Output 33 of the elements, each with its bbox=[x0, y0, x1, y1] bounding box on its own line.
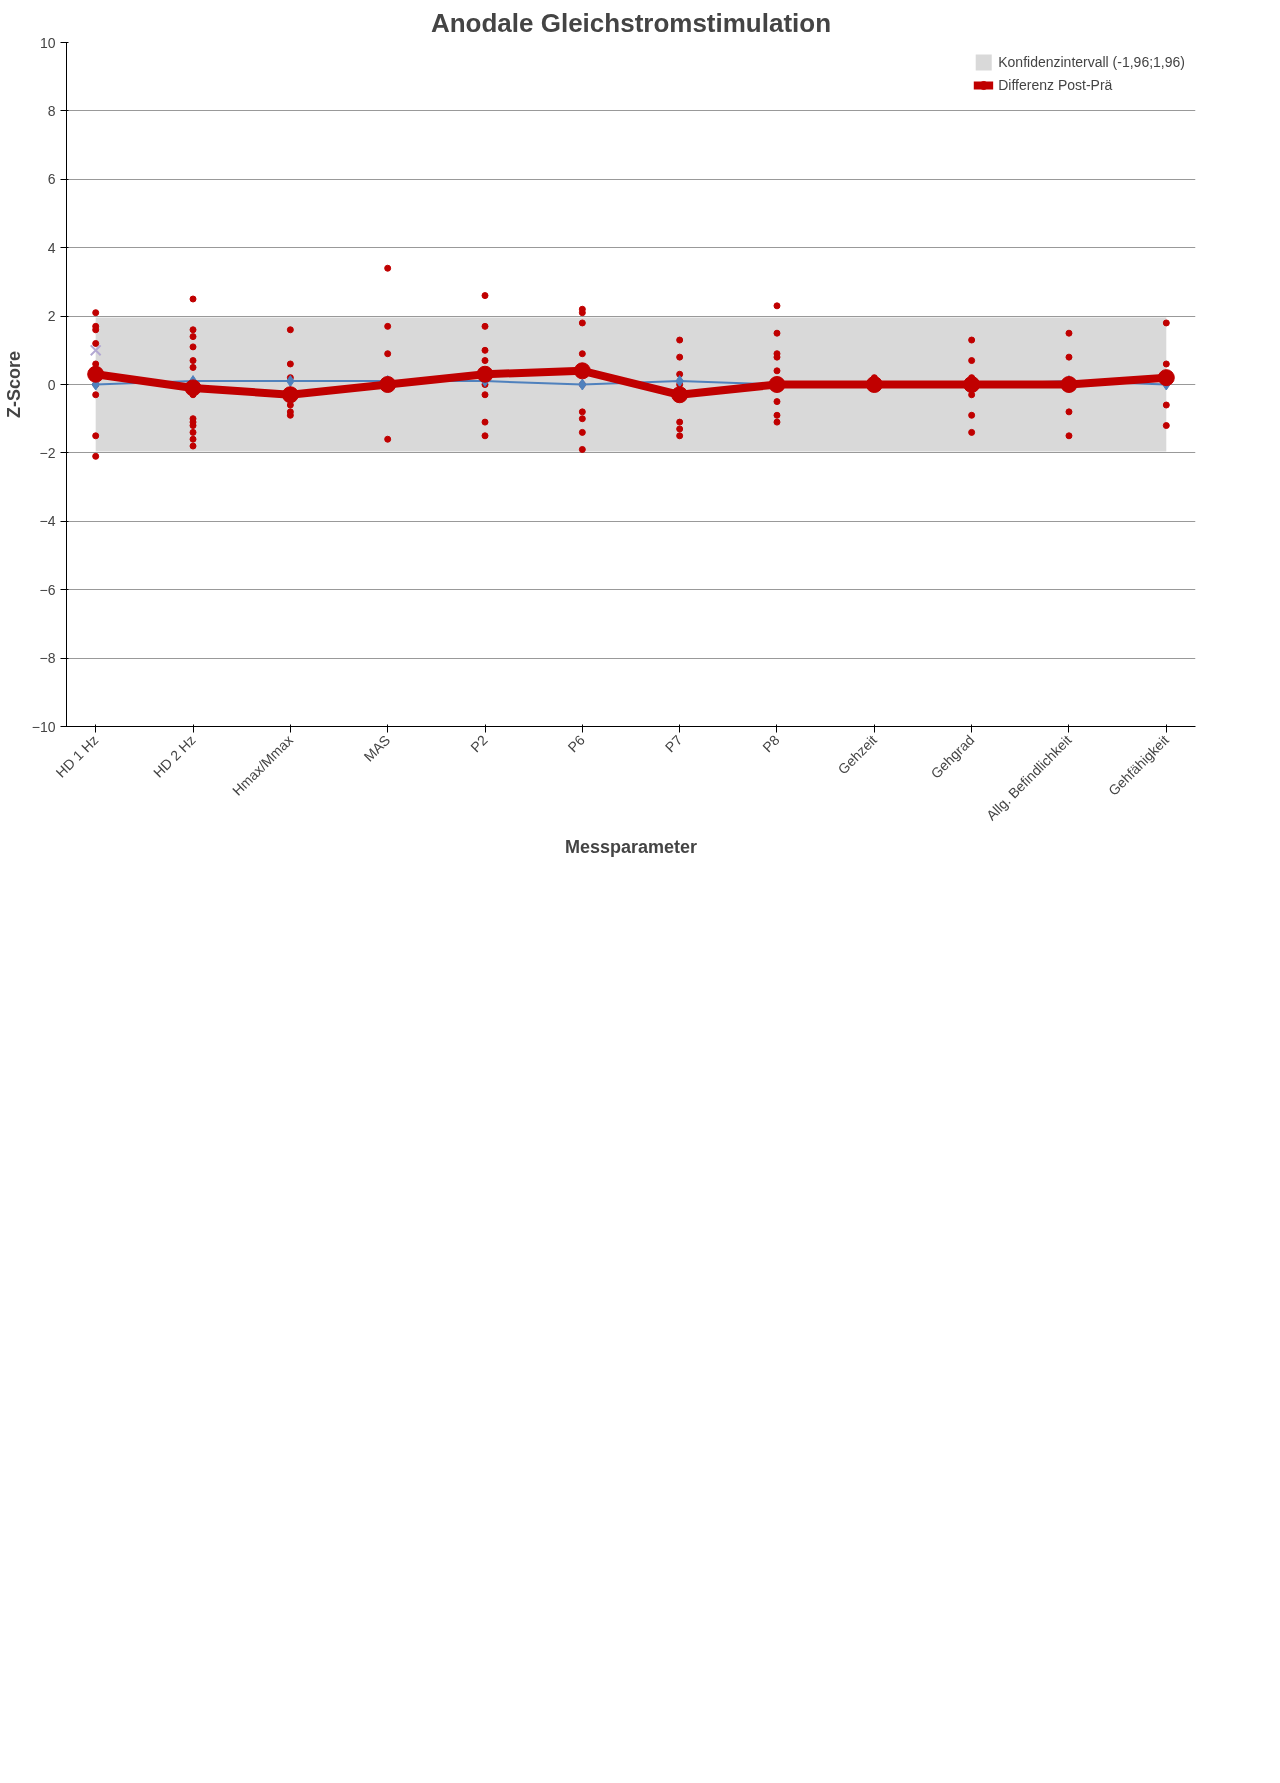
y-tick-label: −6 bbox=[39, 581, 56, 598]
y-tick-label: 4 bbox=[47, 239, 56, 256]
x-tick-label: P7 bbox=[661, 731, 686, 756]
point bbox=[281, 386, 299, 404]
y-axis-title: Z-Score bbox=[3, 350, 24, 419]
legend-label: Differenz Post-Prä bbox=[998, 77, 1113, 93]
y-tick-label: 2 bbox=[47, 308, 56, 325]
point bbox=[89, 344, 102, 357]
y-tick-label: −8 bbox=[39, 650, 56, 667]
point bbox=[184, 379, 202, 397]
point bbox=[671, 386, 689, 404]
y-tick-label: 6 bbox=[47, 171, 56, 188]
point bbox=[573, 362, 591, 380]
x-tick-label: P6 bbox=[564, 731, 589, 756]
x-tick-label: P8 bbox=[759, 731, 783, 756]
y-tick-label: 8 bbox=[47, 102, 56, 119]
x-axis-title: Messparameter bbox=[564, 837, 698, 858]
y-tick-label: −4 bbox=[39, 513, 56, 530]
point bbox=[865, 376, 883, 393]
y-tick-label: 0 bbox=[47, 376, 56, 393]
legend-label: Konfidenzintervall (-1,96;1,96) bbox=[998, 54, 1185, 70]
point bbox=[87, 365, 105, 383]
y-tick-label: 10 bbox=[39, 34, 56, 51]
point bbox=[1060, 376, 1078, 393]
y-tick-label: −2 bbox=[39, 444, 56, 461]
x-tick-label: P2 bbox=[467, 731, 491, 756]
chart-title: Anodale Gleichstromstimulation bbox=[430, 7, 832, 38]
point bbox=[1157, 369, 1175, 387]
point bbox=[768, 376, 786, 393]
point bbox=[963, 376, 981, 393]
point bbox=[379, 376, 397, 393]
point bbox=[476, 365, 494, 383]
x-tick-label: HD 2 Hz bbox=[149, 731, 199, 781]
